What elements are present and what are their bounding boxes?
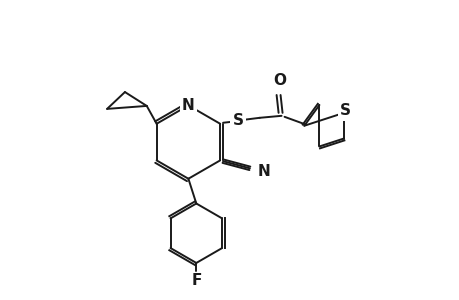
Text: O: O: [273, 73, 285, 88]
Text: S: S: [340, 103, 351, 118]
Text: N: N: [257, 164, 270, 179]
Text: N: N: [182, 98, 194, 113]
Text: F: F: [190, 273, 201, 288]
Text: S: S: [232, 113, 243, 128]
